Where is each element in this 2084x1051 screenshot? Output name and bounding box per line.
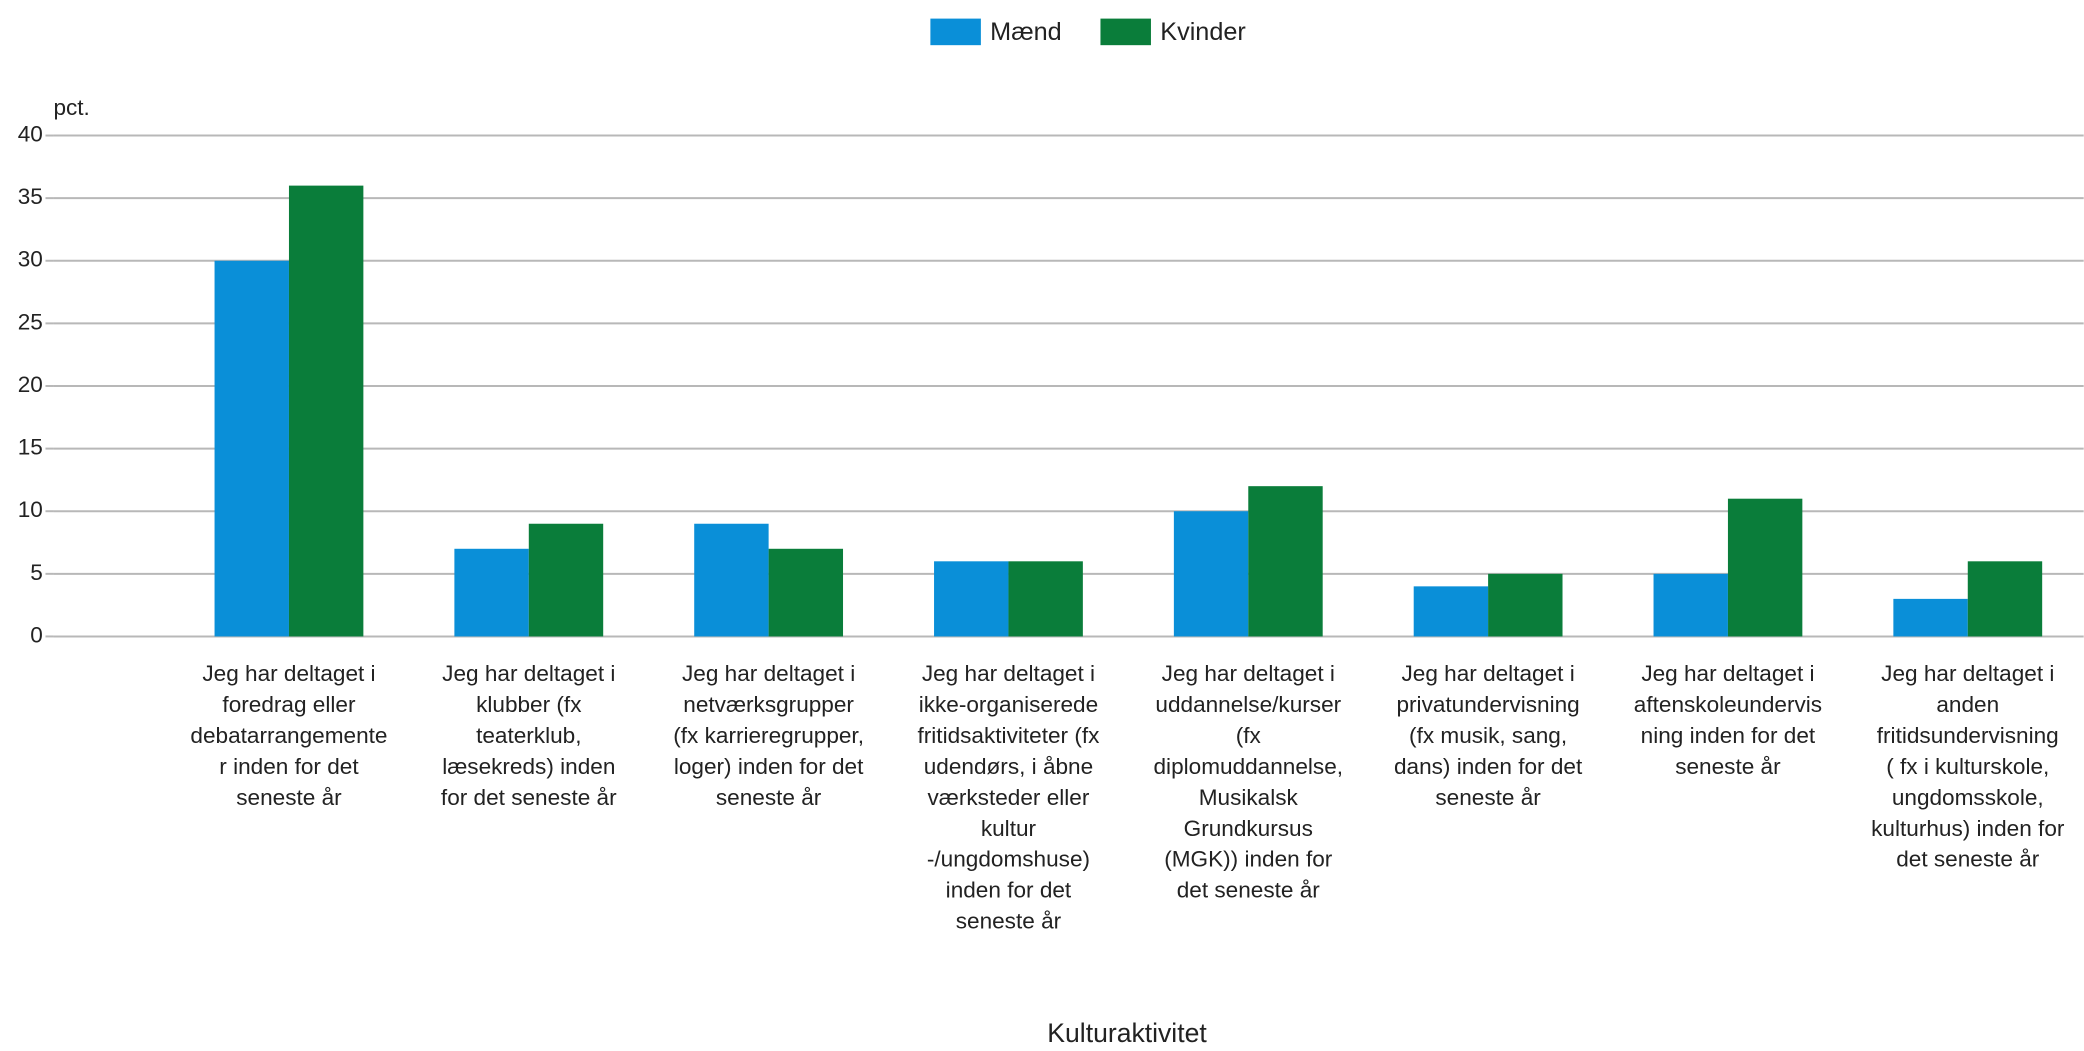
bar [1727,498,1803,637]
legend-label: Kvinder [1160,18,1246,46]
bar [454,548,529,637]
x-tick-label: Jeg har deltaget i uddannelse/kurser (fx di… [1154,661,1344,903]
bar [528,523,604,637]
y-tick-label: 40 [18,121,43,146]
y-tick-label: 35 [18,184,43,209]
y-tick-label: 10 [18,497,43,522]
bar [768,548,844,637]
x-tick-label: Jeg har deltaget i ikke-organiserede friti… [917,661,1100,934]
x-tick-label: Jeg har deltaget i foredrag eller debatarr… [190,661,387,810]
y-tick-label: 0 [30,622,43,647]
y-tick-label: 5 [30,560,43,585]
bar [1248,486,1323,637]
bar [1893,598,1968,637]
bar [694,523,769,637]
x-tick-label: Jeg har deltaget i aftenskoleundervis ning… [1634,661,1822,779]
bar [934,561,1009,637]
legend-swatch [1100,18,1151,46]
y-axis-title: pct. [53,95,89,120]
bar [214,260,289,637]
bar [1413,586,1489,637]
x-tick-label: Jeg har deltaget i privatundervisning (fx … [1394,661,1583,810]
legend-swatch [930,18,981,46]
legend: Mænd Kvinder [930,18,1246,46]
bar [1008,561,1083,637]
bar [1488,573,1563,637]
y-tick-label: 20 [18,372,43,397]
bar [1967,561,2043,637]
y-tick-label: 15 [18,435,43,460]
x-tick-label: Jeg har deltaget i netværksgrupper (fx kar… [673,661,864,810]
bar [1653,573,1728,637]
x-tick-label: Jeg har deltaget i klubber (fx teaterklub,… [441,661,617,810]
x-tick-label: Jeg har deltaget i anden fritidsundervisni… [1871,661,2065,872]
bar [1173,511,1249,637]
bar [288,185,364,637]
x-axis-title: Kulturaktivitet [1047,1018,1207,1048]
legend-label: Mænd [990,18,1062,46]
y-tick-label: 30 [18,247,43,272]
y-tick-label: 25 [18,309,43,334]
